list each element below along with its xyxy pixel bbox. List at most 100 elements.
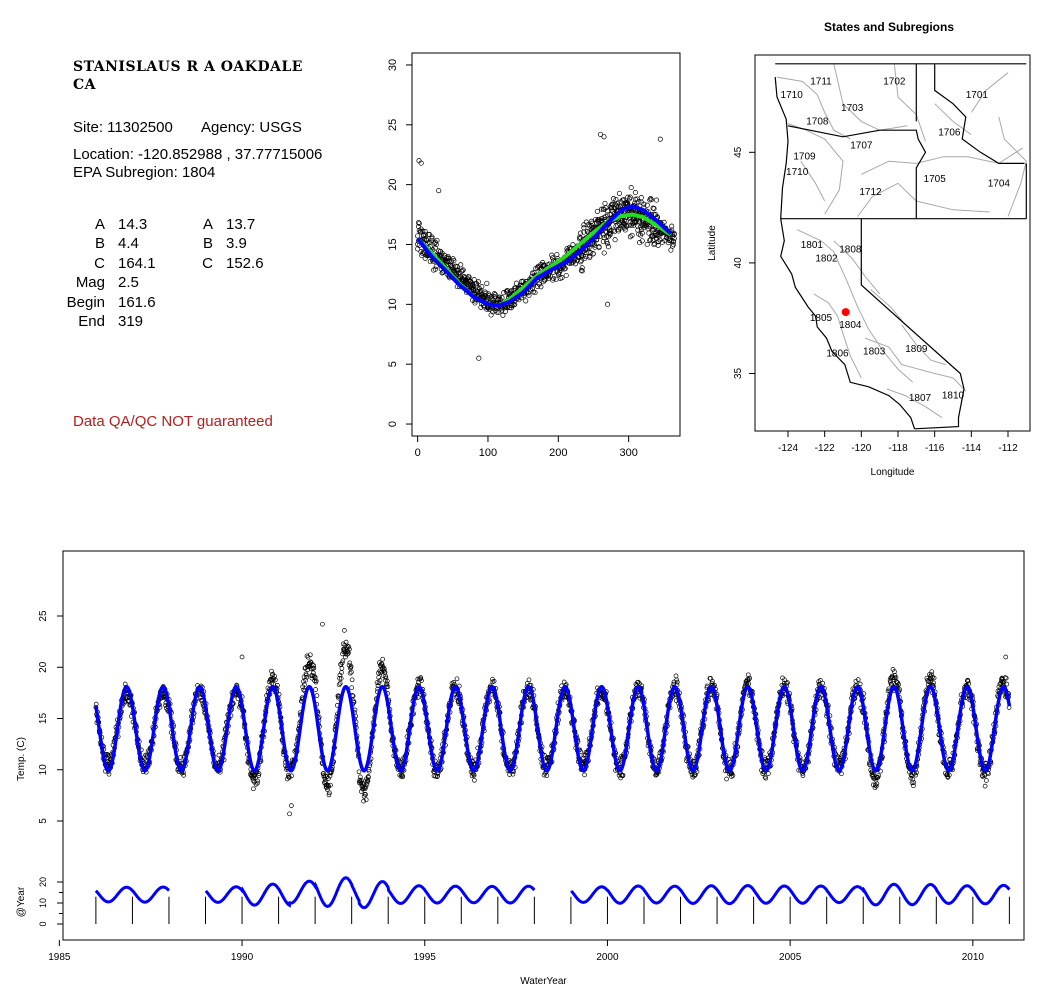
y-tick-label: 5 [387, 361, 399, 367]
observed-point [451, 680, 457, 685]
observed-point [325, 783, 331, 789]
observed-point [383, 673, 388, 679]
y-tick-label: 25 [38, 610, 49, 622]
observed-point [301, 679, 306, 684]
observed-point [635, 679, 641, 685]
observed-point [929, 669, 935, 675]
observed-point [342, 627, 347, 633]
region-label-1807: 1807 [909, 393, 932, 404]
observed-point [646, 230, 652, 236]
plot-frame [62, 550, 1025, 941]
subregion-boundary [970, 72, 1009, 113]
observed-point [466, 274, 472, 280]
param-right-a-value: 13.7 [226, 216, 256, 233]
observed-point [273, 677, 278, 683]
observed-point [538, 284, 544, 290]
observed-point [1004, 681, 1010, 687]
subregion-boundary [833, 240, 881, 295]
observed-point [500, 312, 506, 318]
param-left-mag-value: 2.5 [118, 274, 139, 292]
ts-ylabel2: @Year [16, 886, 27, 917]
observed-point [554, 251, 560, 258]
region-label-1804: 1804 [839, 320, 862, 331]
region-label-1705: 1705 [924, 174, 947, 185]
observed-point [615, 227, 622, 233]
observed-point [610, 196, 617, 202]
observed-point [178, 755, 183, 760]
observed-point [363, 784, 369, 790]
map-xlabel: Longitude [871, 467, 915, 478]
region-label-1809: 1809 [905, 344, 928, 355]
lat-tick-label: 45 [733, 146, 744, 158]
observed-point [93, 701, 99, 707]
observed-point [563, 272, 569, 279]
observed-point [508, 288, 514, 294]
observed-point [345, 651, 350, 657]
observed-point [216, 752, 222, 758]
observed-point [429, 236, 435, 242]
lat-tick-label: 35 [733, 367, 744, 379]
observed-point [511, 302, 517, 308]
subregion-boundaries [776, 63, 1027, 419]
coastline [774, 77, 916, 429]
region-label-1806: 1806 [826, 349, 849, 360]
observed-point [648, 233, 654, 239]
observed-point [422, 229, 428, 235]
observed-point [559, 275, 565, 281]
region-label-1712: 1712 [859, 187, 882, 198]
observed-point [432, 245, 438, 251]
observed-point [476, 355, 482, 361]
param-left-a-value: 14.3 [118, 216, 148, 233]
observed-point [248, 770, 254, 776]
observed-point [549, 252, 555, 258]
observed-point [655, 242, 661, 248]
observed-point [181, 773, 187, 778]
observed-point [604, 212, 611, 218]
map-ylabel: Latitude [707, 225, 718, 261]
observed-point [366, 774, 371, 780]
observed-point [621, 224, 627, 230]
observed-point [313, 687, 318, 692]
observed-point [359, 778, 364, 783]
x-tick-label: 2000 [596, 952, 619, 963]
observed-point [601, 206, 607, 213]
observed-point [657, 136, 663, 142]
param-right-c-label: C [202, 254, 213, 272]
observed-point [513, 280, 519, 286]
observed-point [434, 237, 440, 243]
observed-point [470, 284, 476, 290]
observed-point [637, 240, 643, 246]
observed-point [594, 208, 600, 214]
observed-point [730, 773, 736, 778]
observed-point [304, 672, 309, 678]
observed-point [256, 773, 262, 778]
observed-point [364, 779, 370, 785]
region-label-1702: 1702 [883, 77, 906, 88]
observed-point [562, 265, 568, 272]
observed-point [582, 772, 587, 778]
observed-point [674, 679, 680, 685]
observed-point [673, 673, 679, 679]
station-name: STANISLAUS R A OAKDALE [73, 59, 303, 75]
observed-point [628, 222, 634, 228]
observed-point [556, 270, 562, 277]
subregion-boundary [861, 147, 1023, 175]
observed-point [540, 260, 546, 266]
observed-point [426, 231, 432, 237]
observed-point [437, 248, 443, 255]
lon-tick-label: -122 [815, 443, 835, 454]
observed-point [639, 238, 645, 244]
subregion-boundary [934, 103, 972, 136]
observed-point [653, 197, 660, 203]
ts-xlabel: WaterYear [520, 976, 567, 987]
map-title: States and Subregions [824, 20, 954, 34]
observed-point [479, 284, 485, 290]
observed-point [339, 660, 345, 666]
observed-point [636, 199, 642, 205]
subregion-boundary [893, 63, 926, 142]
observed-point [782, 677, 787, 683]
oregon-border [787, 125, 927, 219]
observed-point [607, 231, 613, 237]
site-marker [841, 308, 850, 317]
lon-tick-label: -118 [888, 443, 908, 454]
